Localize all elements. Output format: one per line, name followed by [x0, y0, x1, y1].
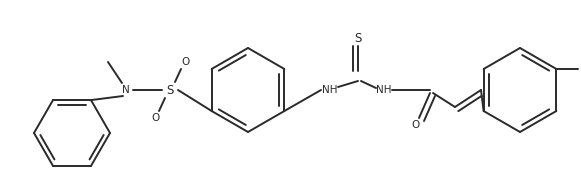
Text: O: O [181, 57, 189, 67]
Text: S: S [166, 83, 174, 96]
Text: NH: NH [376, 85, 392, 95]
Text: NH: NH [322, 85, 338, 95]
Text: S: S [354, 32, 362, 45]
Text: N: N [122, 85, 130, 95]
Text: O: O [411, 120, 419, 130]
Text: O: O [151, 113, 159, 123]
